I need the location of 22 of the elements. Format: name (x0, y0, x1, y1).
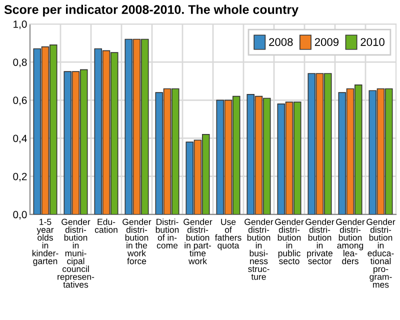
legend-label: 2010 (360, 38, 384, 46)
x-tick-label: Gender distri- bution in the work force (122, 218, 152, 264)
x-tick-label: 1-5 year olds in kinder- garten (32, 218, 58, 266)
y-tick-label: 0,6 (13, 96, 27, 106)
y-tick-label: 0,8 (13, 58, 27, 68)
legend-label: 2009 (314, 38, 339, 46)
chart-title: Score per indicator 2008-2010. The whole country (4, 4, 298, 16)
x-tick-label: Gender distri- bution in part- time work (184, 218, 212, 264)
x-tick-label: Gender distri- bution in private sector (306, 218, 334, 264)
x-tick-label: Gender distri- bution in busi- ness struc- ture (244, 218, 274, 280)
x-tick-label: Gender distri- bution among lea- ders (336, 218, 365, 264)
x-tick-label: Distri- bution of in- come (156, 218, 179, 249)
y-tick-label: 0,0 (13, 210, 27, 220)
x-tick-label: Gender distri- bution in public secto (275, 218, 304, 264)
x-tick-label: Edu- cation (94, 218, 118, 233)
x-tick-label: Use of fathers quota (215, 218, 242, 250)
category-label: Gender distri- bution in educa- tional pro- gram- mes (366, 218, 396, 288)
category-label: Gender distri- bution in muni- cipal council represen- tatives (58, 218, 94, 288)
legend-label: 2008 (269, 38, 293, 46)
y-tick-label: 0,2 (13, 172, 27, 182)
y-tick-label: 1,0 (14, 20, 27, 30)
y-tick-label: 0,4 (13, 134, 27, 144)
